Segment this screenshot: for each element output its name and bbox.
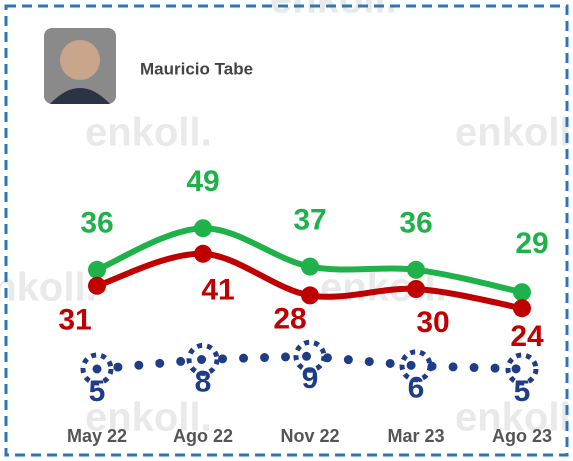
data-label: 29 — [515, 227, 548, 260]
point — [301, 258, 319, 276]
data-label: 41 — [201, 274, 234, 307]
x-tick-label: May 22 — [67, 426, 127, 446]
data-label: 8 — [195, 365, 212, 398]
point — [513, 283, 531, 301]
data-label: 6 — [408, 372, 425, 405]
photo-face — [60, 40, 100, 80]
point — [88, 277, 106, 295]
point — [194, 219, 212, 237]
data-label: 37 — [293, 204, 326, 237]
data-label: 5 — [89, 375, 106, 408]
watermark: enkoll. — [270, 0, 397, 22]
x-tick-label: Ago 22 — [173, 426, 233, 446]
x-tick-label: Mar 23 — [387, 426, 444, 446]
point — [407, 280, 425, 298]
chart-title: Mauricio Tabe — [140, 59, 253, 78]
data-label: 30 — [416, 306, 449, 339]
watermark: enkoll. — [455, 111, 573, 155]
data-label: 49 — [186, 165, 219, 198]
point — [194, 245, 212, 263]
chart: enkoll. enkoll. enkoll. enkoll. enkoll. … — [0, 0, 573, 461]
data-label: 36 — [399, 207, 432, 240]
data-label: 36 — [80, 207, 113, 240]
data-label: 31 — [58, 304, 91, 337]
data-label: 5 — [514, 375, 531, 408]
x-tick-label: Ago 23 — [492, 426, 552, 446]
watermark: enkoll. — [85, 111, 212, 155]
data-label: 24 — [510, 320, 544, 353]
x-tick-label: Nov 22 — [280, 426, 339, 446]
data-label: 28 — [273, 302, 306, 335]
point — [407, 261, 425, 279]
data-label: 9 — [302, 362, 319, 395]
point — [513, 299, 531, 317]
point — [88, 261, 106, 279]
